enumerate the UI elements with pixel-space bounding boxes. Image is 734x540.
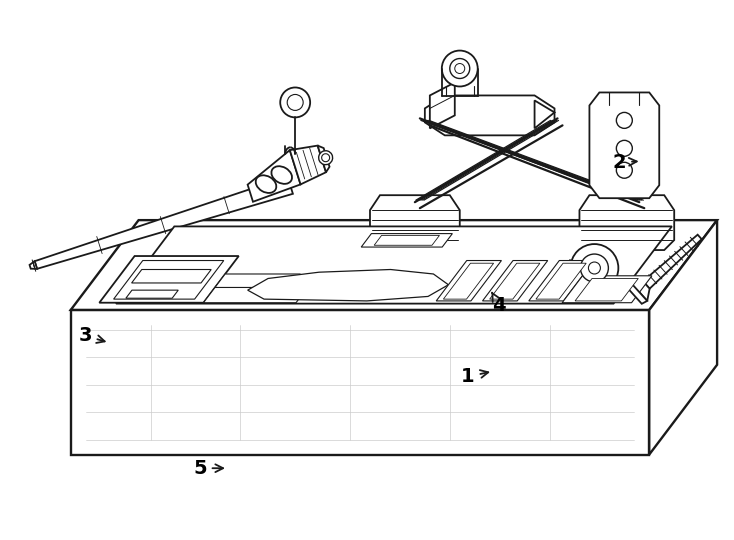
- Polygon shape: [370, 195, 459, 250]
- Circle shape: [570, 244, 618, 292]
- Polygon shape: [374, 235, 440, 245]
- Ellipse shape: [321, 154, 330, 161]
- Circle shape: [442, 51, 478, 86]
- Ellipse shape: [255, 176, 276, 193]
- Polygon shape: [116, 226, 672, 303]
- Polygon shape: [34, 177, 293, 269]
- Polygon shape: [114, 260, 224, 299]
- Polygon shape: [534, 100, 554, 129]
- Polygon shape: [70, 220, 717, 310]
- Circle shape: [581, 254, 608, 282]
- Polygon shape: [570, 260, 603, 276]
- Text: 1: 1: [461, 367, 488, 386]
- Polygon shape: [579, 195, 675, 250]
- Polygon shape: [29, 261, 37, 269]
- Polygon shape: [430, 83, 455, 129]
- Polygon shape: [99, 256, 239, 303]
- Circle shape: [280, 87, 310, 117]
- Circle shape: [617, 163, 632, 178]
- Polygon shape: [318, 146, 330, 172]
- Polygon shape: [482, 260, 548, 301]
- Polygon shape: [290, 146, 326, 184]
- Polygon shape: [589, 92, 659, 198]
- Polygon shape: [361, 234, 452, 247]
- Circle shape: [617, 112, 632, 129]
- Polygon shape: [536, 263, 586, 299]
- Text: 4: 4: [492, 293, 506, 314]
- Polygon shape: [215, 274, 300, 287]
- Polygon shape: [131, 269, 211, 283]
- Circle shape: [287, 94, 303, 110]
- Polygon shape: [436, 260, 501, 301]
- Polygon shape: [490, 263, 540, 299]
- Polygon shape: [627, 282, 647, 304]
- Polygon shape: [70, 310, 650, 455]
- Ellipse shape: [272, 166, 292, 184]
- Polygon shape: [126, 290, 178, 298]
- Circle shape: [617, 140, 632, 156]
- Polygon shape: [650, 220, 717, 455]
- Polygon shape: [247, 150, 300, 202]
- Text: 3: 3: [79, 326, 105, 345]
- Polygon shape: [203, 287, 308, 303]
- Text: 2: 2: [613, 153, 637, 172]
- Circle shape: [455, 64, 465, 73]
- Polygon shape: [643, 235, 702, 289]
- Polygon shape: [562, 276, 652, 303]
- Ellipse shape: [319, 151, 333, 165]
- Polygon shape: [425, 96, 554, 136]
- Polygon shape: [247, 269, 448, 301]
- Circle shape: [589, 262, 600, 274]
- Polygon shape: [575, 279, 639, 301]
- Circle shape: [450, 58, 470, 78]
- Polygon shape: [443, 263, 494, 299]
- Polygon shape: [631, 281, 650, 301]
- Polygon shape: [528, 260, 594, 301]
- Text: 5: 5: [193, 458, 223, 478]
